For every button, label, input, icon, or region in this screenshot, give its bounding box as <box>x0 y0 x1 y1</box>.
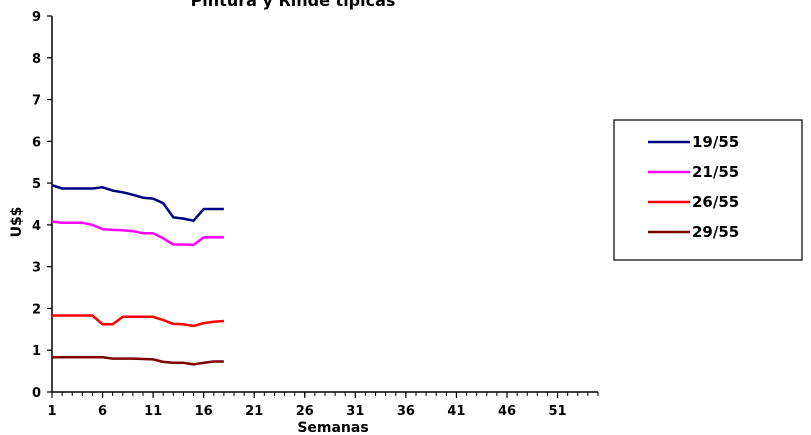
x-tick-label: 21 <box>245 404 263 419</box>
legend-label-19-55: 19/55 <box>692 133 739 151</box>
x-axis-title: Semanas <box>297 420 368 435</box>
x-tick-label: 6 <box>98 404 107 419</box>
legend: 19/55 21/55 26/55 29/55 <box>613 119 803 261</box>
x-tick-label: 46 <box>498 404 516 419</box>
y-tick-label: 4 <box>32 219 41 234</box>
x-tick-label: 51 <box>549 404 567 419</box>
x-tick-label: 36 <box>397 404 415 419</box>
y-tick-label: 5 <box>32 177 41 192</box>
y-tick-label: 8 <box>32 52 41 67</box>
y-tick-label: 3 <box>32 261 41 276</box>
series-line-21-55 <box>51 220 224 247</box>
chart-title: Pintura y Rinde típicas <box>191 0 396 10</box>
x-tick-label: 16 <box>195 404 213 419</box>
x-tick-label: 11 <box>144 404 162 419</box>
x-tick-label: 1 <box>47 404 56 419</box>
x-tick-label: 41 <box>447 404 465 419</box>
series-line-19-55 <box>51 184 224 222</box>
y-tick-label: 9 <box>32 10 41 25</box>
legend-label-29-55: 29/55 <box>692 223 739 241</box>
x-tick-label: 31 <box>346 404 364 419</box>
y-tick-label: 7 <box>32 94 41 109</box>
legend-box <box>613 119 803 261</box>
y-tick-label: 0 <box>32 386 41 401</box>
x-tick-label: 26 <box>296 404 314 419</box>
series-line-26-55 <box>52 314 224 328</box>
y-tick-label: 2 <box>32 302 41 317</box>
series-line-29-55 <box>52 356 224 366</box>
legend-label-26-55: 26/55 <box>692 193 739 211</box>
y-tick-label: 6 <box>32 135 41 150</box>
y-tick-label: 1 <box>32 344 41 359</box>
y-axis-title: U$$ <box>9 207 25 238</box>
legend-label-21-55: 21/55 <box>692 163 739 181</box>
